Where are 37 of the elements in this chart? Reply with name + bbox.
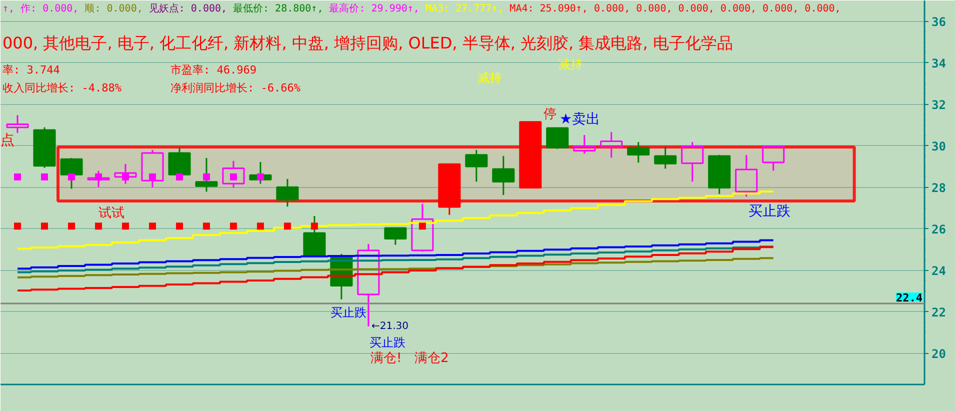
candlestick	[600, 131, 623, 158]
annotation: 000, 其他电子, 电子, 化工化纤, 新材料, 中盘, 增持回购, OLED, 半导体, 光刻胶, 集成电路, 电子化学品	[2, 34, 733, 52]
ref-line-label: 22.4	[896, 292, 923, 305]
annotation: ←21.30	[372, 321, 409, 332]
annotation: 净利润同比增长: -6.66%	[170, 82, 301, 94]
annotation: 减持	[558, 58, 582, 72]
y-tick-label: 32	[932, 98, 946, 112]
annotation: 点	[0, 132, 14, 148]
annotation: 市盈率: 46.969	[170, 64, 256, 76]
annotation: 满仓!	[370, 351, 402, 366]
annotation: 试试	[98, 206, 124, 221]
y-tick-label: 26	[932, 222, 946, 236]
y-tick-label: 22	[932, 305, 946, 320]
annotation: ★卖出	[560, 112, 600, 128]
y-tick-label: 34	[932, 56, 946, 70]
annotation: 买止跌	[330, 306, 366, 320]
annotation: 最高价: 29.990↑,	[329, 2, 420, 14]
annotation: ↑,	[2, 4, 15, 14]
y-tick-label: 36	[932, 14, 946, 29]
annotation: 买止跌	[748, 204, 790, 220]
annotation: MA4: 25.090↑, 0.000, 0.000, 0.000, 0.000, 0.000, 0.000,	[510, 4, 841, 14]
annotation: 作: 0.000,	[20, 4, 79, 14]
annotation: 收入同比增长: -4.88%	[2, 82, 122, 94]
y-tick-label: 30	[932, 139, 946, 154]
y-tick-label: 28	[932, 180, 946, 195]
annotation: 满仓2	[414, 351, 449, 366]
y-tick-label: 20	[932, 346, 946, 361]
annotation: 最低价: 28.800↑,	[233, 2, 324, 14]
annotation: 顺: 0.000,	[84, 4, 143, 14]
annotation: 买止跌	[370, 336, 406, 350]
annotation: 见妖点: 0.000,	[148, 2, 228, 14]
annotation: 停	[544, 107, 556, 122]
annotation: MA3: 27.777↑,	[425, 4, 504, 14]
candlestick	[492, 155, 515, 196]
annotation: 减持	[478, 70, 502, 84]
annotation: 率: 3.744	[2, 64, 60, 76]
y-tick-label: 24	[932, 264, 946, 278]
